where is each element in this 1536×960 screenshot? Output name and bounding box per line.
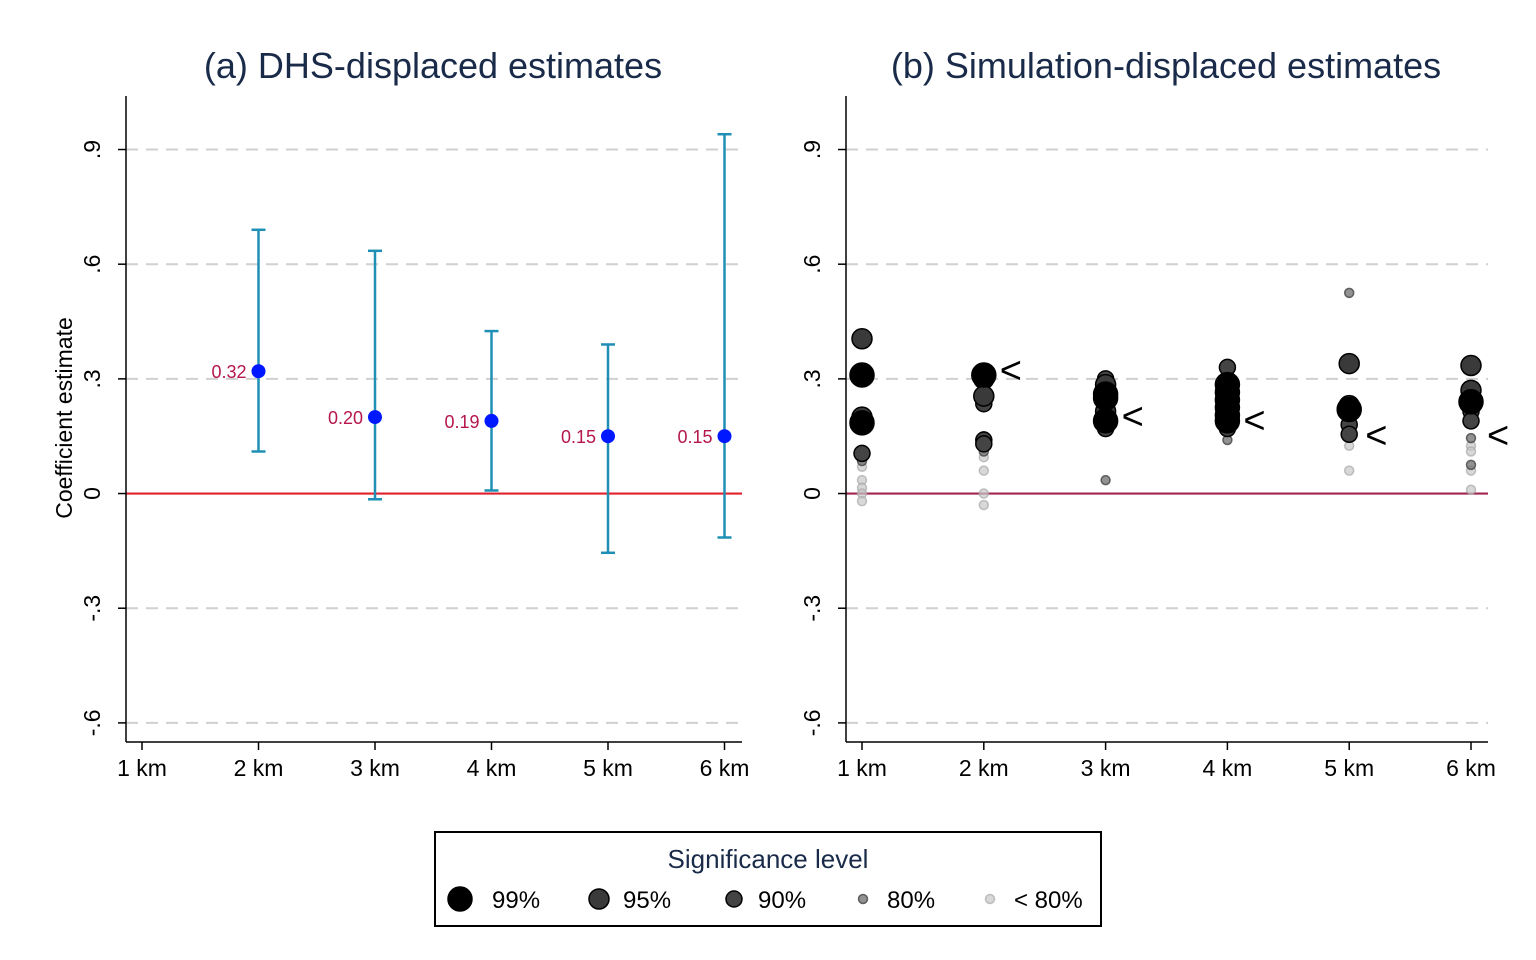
x-tick-label: 2 km [959,755,1009,781]
panel-a-gridlines [126,148,742,724]
x-tick-label: 3 km [350,755,400,781]
simulated-estimate-point [1092,408,1119,434]
panel-a-dhs-displaced: (a) DHS-displaced estimates Coefficient … [51,45,749,781]
simulated-estimate-point [1465,459,1477,471]
panel-b-simulated-estimates: < < < < < [849,287,1509,511]
simulated-estimate-point [978,488,990,499]
y-tick-label: -.3 [79,595,105,622]
y-tick-label: 0 [799,487,825,500]
dhs-estimate-marker: < [1243,400,1265,442]
legend-label: 90% [758,887,806,914]
panel-a-y-axis-label: Coefficient estimate [51,317,77,519]
y-tick-label: .9 [79,140,105,159]
legend-title: Significance level [668,844,869,874]
simulated-estimate-point [978,499,990,511]
legend-label: < 80% [1014,887,1083,914]
x-tick-label: 2 km [234,755,284,781]
simulated-estimate-point [1465,446,1477,457]
y-tick-label: .6 [79,255,105,274]
legend-marker [588,888,610,910]
simulated-estimate-point [973,385,995,407]
x-tick-label: 5 km [1324,755,1374,781]
y-tick-label: -.6 [799,709,825,736]
simulated-estimate-point [849,410,875,436]
simulated-estimate-point [1465,432,1477,444]
x-tick-label: 1 km [837,755,887,781]
simulated-estimate-point [1340,425,1358,444]
data-label: 0.20 [328,408,363,428]
panel-a-axes [118,96,742,750]
x-tick-label: 4 km [467,755,517,781]
simulated-estimate-point [1214,408,1241,434]
data-label: 0.32 [211,362,246,382]
x-tick-label: 6 km [700,755,750,781]
point-estimate [601,429,615,444]
x-tick-label: 5 km [583,755,633,781]
legend-box [434,831,1102,927]
x-tick-label: 1 km [117,755,167,781]
simulated-estimate-point [1343,287,1355,299]
x-tick-label: 3 km [1081,755,1131,781]
legend-marker [447,886,473,912]
y-tick-label: .3 [799,369,825,388]
x-tick-label: 6 km [1446,755,1496,781]
panel-b-tick-labels: -.6 -.3 0 .3 .6 .9 1 km 2 km 3 km 4 km 5 km 6 km [799,140,1496,781]
y-tick-label: -.6 [79,709,105,736]
legend-items: 99% 95% 90% 80% < 80% [447,886,1083,914]
simulated-estimate-point [856,495,868,507]
dhs-estimate-marker: < [1122,396,1144,438]
simulated-estimate-point [1338,352,1360,375]
panel-b-title: (b) Simulation-displaced estimates [891,45,1441,86]
point-estimate [717,429,732,444]
simulated-estimate-point [1092,385,1119,411]
simulated-estimate-point [971,362,997,388]
legend-label: 99% [492,887,540,914]
simulated-estimate-point [975,435,993,453]
simulated-estimate-point [1343,465,1355,476]
legend-label: 95% [623,887,671,914]
x-tick-label: 4 km [1202,755,1252,781]
dhs-estimate-marker: < [1000,350,1022,392]
y-tick-label: 0 [79,487,105,500]
panel-b-axes [838,96,1488,750]
point-estimate [251,364,266,379]
simulated-estimate-point [978,465,990,476]
data-label: 0.15 [677,427,712,447]
simulated-estimate-point [1465,484,1477,495]
legend-marker [857,893,869,905]
legend-marker [984,893,996,905]
simulated-estimate-point [1100,474,1111,486]
simulated-estimate-point [849,362,875,388]
dhs-estimate-marker: < [1487,415,1509,457]
point-estimate [484,413,499,428]
panel-b-simulation-displaced: (b) Simulation-displaced estimates -.6-.… [799,45,1509,781]
y-tick-label: .6 [799,255,825,274]
data-label: 0.19 [444,412,479,432]
legend-label: 80% [887,887,935,914]
y-tick-label: .3 [79,369,105,388]
panel-b-gridlines [846,148,1488,724]
simulated-estimate-point [1336,396,1362,423]
simulated-estimate-point [851,327,873,350]
simulated-estimate-point [1462,412,1480,430]
panel-a-title: (a) DHS-displaced estimates [204,45,662,86]
legend: Significance level 99% 95% 90% 80% < 80% [434,831,1102,927]
y-tick-label: .9 [799,140,825,159]
simulated-estimate-point [1458,389,1484,415]
simulated-estimate-point [1460,354,1482,377]
panel-a-tick-labels: -.6 -.3 0 .3 .6 .9 1 km 2 km 3 km 4 km 5 km 6 km [79,140,749,781]
data-label: 0.15 [561,427,596,447]
panel-a-estimates: 0.32 0.20 0.19 0.15 0.15 [211,132,732,555]
legend-marker [725,890,743,908]
dhs-estimate-marker: < [1365,415,1387,457]
y-tick-label: -.3 [799,595,825,622]
simulated-estimate-point [853,444,871,463]
point-estimate [368,410,382,425]
